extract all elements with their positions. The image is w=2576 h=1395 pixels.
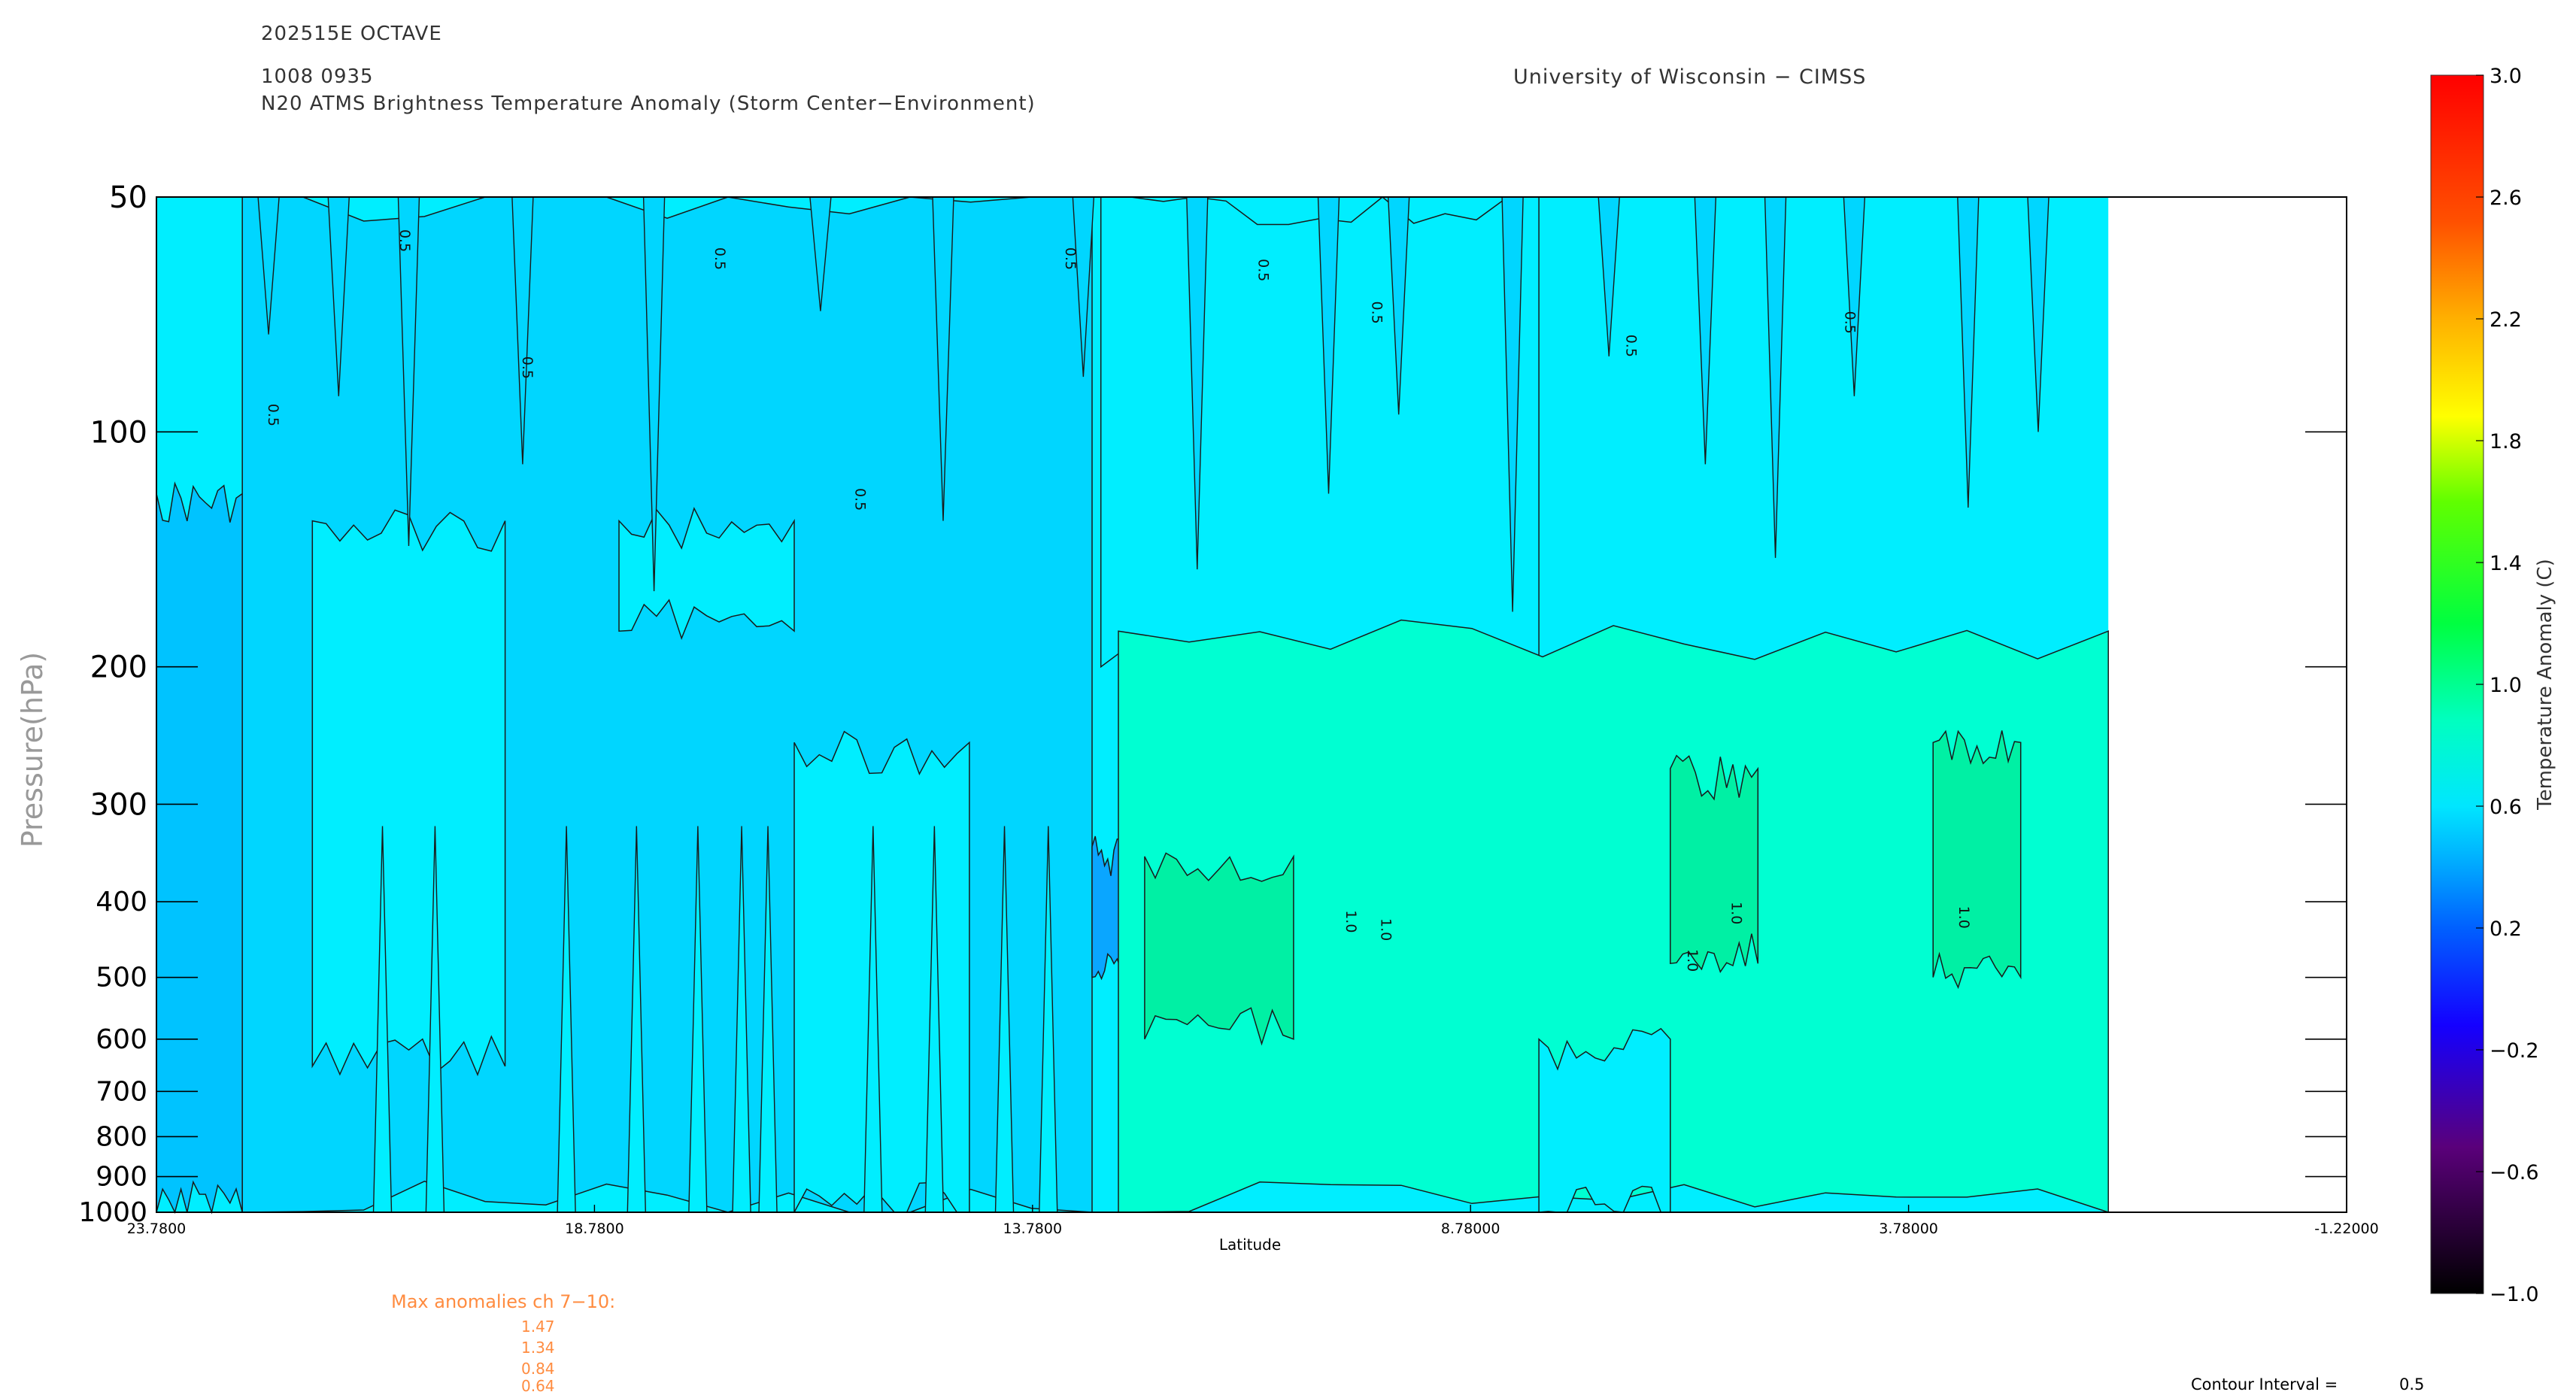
colorbar-gradient: [2430, 74, 2484, 1294]
contour-label: 0.5: [852, 488, 869, 511]
x-tick-label: 23.7800: [127, 1221, 187, 1237]
colorbar-tick-label: −0.2: [2490, 1039, 2539, 1063]
y-tick-label: 600: [96, 1024, 147, 1055]
colorbar-tick-label: 0.2: [2490, 917, 2522, 941]
contour-label: 0.5: [1623, 335, 1640, 357]
x-axis-label: Latitude: [1219, 1236, 1281, 1254]
contour-interval-value: 0.5: [2399, 1375, 2425, 1393]
x-tick-label: -1.22000: [2314, 1221, 2378, 1237]
contour-labels: 0.5 0.5 0.5 0.5 0.5 0.5 0.5 0.5 0.5 0.5 1.0 1.0 1.0 1…: [265, 229, 1972, 972]
anomaly-region: [793, 730, 970, 1213]
colorbar-tick-label: −0.6: [2490, 1161, 2539, 1184]
x-tick-label: 8.78000: [1441, 1221, 1500, 1237]
y-tick-label: 800: [96, 1121, 147, 1152]
max-anomaly-value: 0.84: [521, 1360, 555, 1378]
anomaly-region: [1100, 196, 1540, 678]
date-time: 1008 0935: [261, 65, 374, 88]
contour-label: 0.5: [1842, 311, 1858, 334]
anomaly-region: [311, 509, 506, 1077]
contour-label: 0.5: [396, 229, 413, 252]
contour-label: 1.0: [1684, 949, 1701, 972]
x-tick-label: 13.7800: [1003, 1221, 1063, 1237]
contour-label: 0.5: [519, 356, 536, 379]
contour-label: 0.5: [1369, 302, 1385, 324]
y-tick-label: 700: [96, 1076, 147, 1107]
colorbar-tick-label: 0.6: [2490, 796, 2522, 819]
colorbar: 3.0 2.6 2.2 1.8 1.4 1.0 0.6 0.2 −0.2 −0.6 −1.0 Temp…: [2430, 65, 2556, 1306]
contour-label: 0.5: [1255, 259, 1271, 281]
colorbar-tick-label: 2.2: [2490, 308, 2522, 332]
y-axis-label: Pressure(hPa): [16, 652, 49, 848]
colorbar-tick-label: 1.0: [2490, 674, 2522, 697]
y-tick-label: 50: [109, 180, 147, 215]
institution: University of Wisconsin − CIMSS: [1513, 65, 1867, 89]
max-anomaly-value: 0.64: [521, 1377, 555, 1395]
colorbar-tick-label: 3.0: [2490, 65, 2522, 88]
y-tick-label: 300: [90, 787, 147, 822]
contour-interval-label: Contour Interval =: [2191, 1375, 2338, 1393]
y-tick-label: 100: [90, 415, 147, 450]
anomaly-fill-layer: [156, 196, 2109, 1215]
colorbar-tick-label: 1.8: [2490, 430, 2522, 453]
anomaly-region: [618, 507, 795, 640]
y-tick-label: 500: [96, 963, 147, 993]
x-tick-label: 3.78000: [1879, 1221, 1938, 1237]
max-anomaly-value: 1.34: [521, 1339, 555, 1357]
contour-label: 1.0: [1343, 910, 1359, 933]
x-tick-label: 18.7800: [565, 1221, 624, 1237]
contour-label: 1.0: [1956, 906, 1972, 929]
colorbar-label: Temperature Anomaly (C): [2534, 559, 2556, 811]
anomaly-region: [1144, 852, 1294, 1046]
anomaly-region: [1932, 729, 2022, 990]
max-anomaly-value: 1.47: [521, 1318, 555, 1336]
contour-label: 0.5: [1062, 247, 1079, 270]
y-tick-label: 900: [96, 1162, 147, 1193]
plot-frame: [156, 196, 2347, 1213]
colorbar-tick-label: −1.0: [2490, 1283, 2539, 1306]
contour-label: 0.5: [265, 404, 281, 426]
colorbar-tick-label: 2.6: [2490, 187, 2522, 210]
storm-name: 202515E OCTAVE: [261, 23, 442, 45]
contour-label: 1.0: [1728, 902, 1744, 924]
colorbar-tick-label: 1.4: [2490, 552, 2522, 575]
anomaly-region: [1670, 754, 1759, 973]
y-tick-label: 1000: [78, 1197, 147, 1228]
y-tick-label: 200: [90, 650, 147, 685]
contour-label: 0.5: [712, 247, 728, 270]
chart-title: N20 ATMS Brightness Temperature Anomaly …: [261, 92, 1036, 115]
contour-label: 1.0: [1377, 918, 1394, 941]
y-tick-label: 400: [96, 887, 147, 917]
anomaly-region: [156, 481, 243, 1215]
axes: 50 100 200 300 400 500 600 700 800 900 1000 Pressur…: [16, 180, 2379, 1254]
max-anomalies-title: Max anomalies ch 7−10:: [391, 1291, 616, 1312]
